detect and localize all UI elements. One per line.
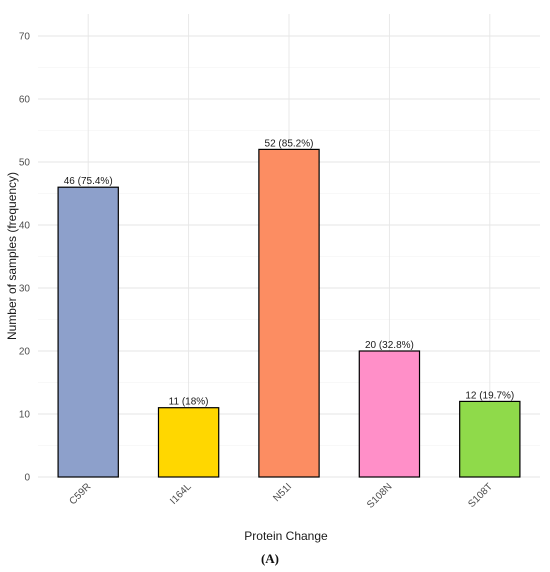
y-tick-label: 30 bbox=[19, 284, 31, 295]
data-label-n51i: 52 (85.2%) bbox=[265, 138, 314, 149]
y-tick-label: 20 bbox=[19, 347, 31, 358]
y-tick-label: 0 bbox=[24, 473, 30, 484]
y-axis-ticks: 0 10 20 30 40 50 60 70 bbox=[19, 32, 31, 484]
bar-i164l bbox=[157, 407, 220, 478]
y-tick-label: 60 bbox=[19, 95, 31, 106]
bar-c59r bbox=[57, 186, 119, 478]
bar-s108t bbox=[459, 400, 521, 478]
bar-s108n bbox=[358, 350, 421, 478]
y-tick-label: 40 bbox=[19, 221, 31, 232]
data-labels: 46 (75.4%) 11 (18%) 52 (85.2%) 20 (32.8%) 12… bbox=[64, 138, 515, 407]
x-tick-label: S108T bbox=[466, 481, 495, 510]
x-axis-title: Protein Change bbox=[244, 529, 328, 543]
x-tick-label: I164L bbox=[168, 481, 194, 507]
y-tick-label: 10 bbox=[19, 410, 31, 421]
bars bbox=[57, 148, 521, 478]
bar-n51i bbox=[258, 148, 320, 478]
x-tick-label: C59R bbox=[67, 481, 93, 507]
x-tick-label: N51I bbox=[271, 481, 294, 504]
x-axis-ticks: C59R I164L N51I S108N S108T bbox=[67, 481, 494, 511]
data-label-i164l: 11 (18%) bbox=[169, 397, 209, 408]
data-label-s108t: 12 (19.7%) bbox=[465, 390, 514, 401]
data-label-c59r: 46 (75.4%) bbox=[64, 176, 113, 187]
x-tick-label: S108N bbox=[365, 481, 394, 510]
data-label-s108n: 20 (32.8%) bbox=[365, 340, 414, 351]
panel-label: (A) bbox=[261, 551, 279, 566]
y-tick-label: 50 bbox=[19, 158, 31, 169]
y-tick-label: 70 bbox=[19, 32, 31, 43]
y-axis-title: Number of samples (frequency) bbox=[5, 172, 19, 340]
